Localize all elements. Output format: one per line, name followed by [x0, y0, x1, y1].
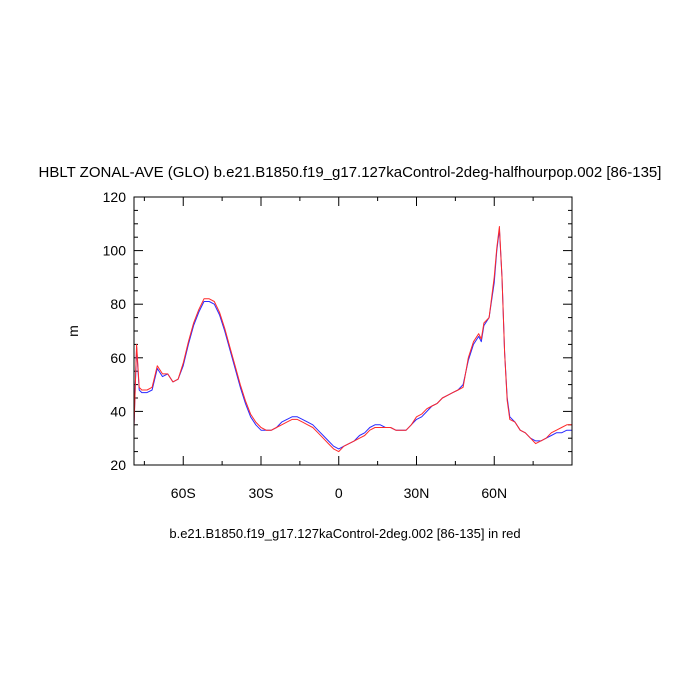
chart-title: HBLT ZONAL-AVE (GLO) b.e21.B1850.f19_g17…	[39, 164, 662, 181]
series-line-red	[133, 226, 572, 453]
y-tick-label: 40	[110, 403, 126, 419]
y-axis-label: m	[65, 325, 81, 337]
series-layer	[133, 226, 572, 453]
y-tick-label: 80	[110, 296, 126, 312]
x-tick-label: 30S	[249, 485, 274, 501]
y-tick-label: 120	[103, 189, 127, 205]
y-tick-label: 100	[103, 243, 127, 259]
y-tick-label: 20	[110, 457, 126, 473]
axis-ticks	[134, 196, 572, 466]
y-tick-label: 60	[110, 350, 126, 366]
x-tick-label: 30N	[404, 485, 430, 501]
plot-area	[133, 196, 573, 466]
chart-footnote: b.e21.B1850.f19_g17.127kaControl-2deg.00…	[169, 526, 520, 541]
plot-frame	[133, 196, 573, 466]
series-line-blue	[133, 228, 572, 450]
x-tick-label: 60N	[481, 485, 507, 501]
x-tick-labels: 60S 30S 0 30N 60N	[171, 485, 507, 501]
x-tick-label: 0	[335, 485, 343, 501]
y-tick-labels: 20 40 60 80 100 120	[103, 189, 127, 473]
x-tick-label: 60S	[171, 485, 196, 501]
